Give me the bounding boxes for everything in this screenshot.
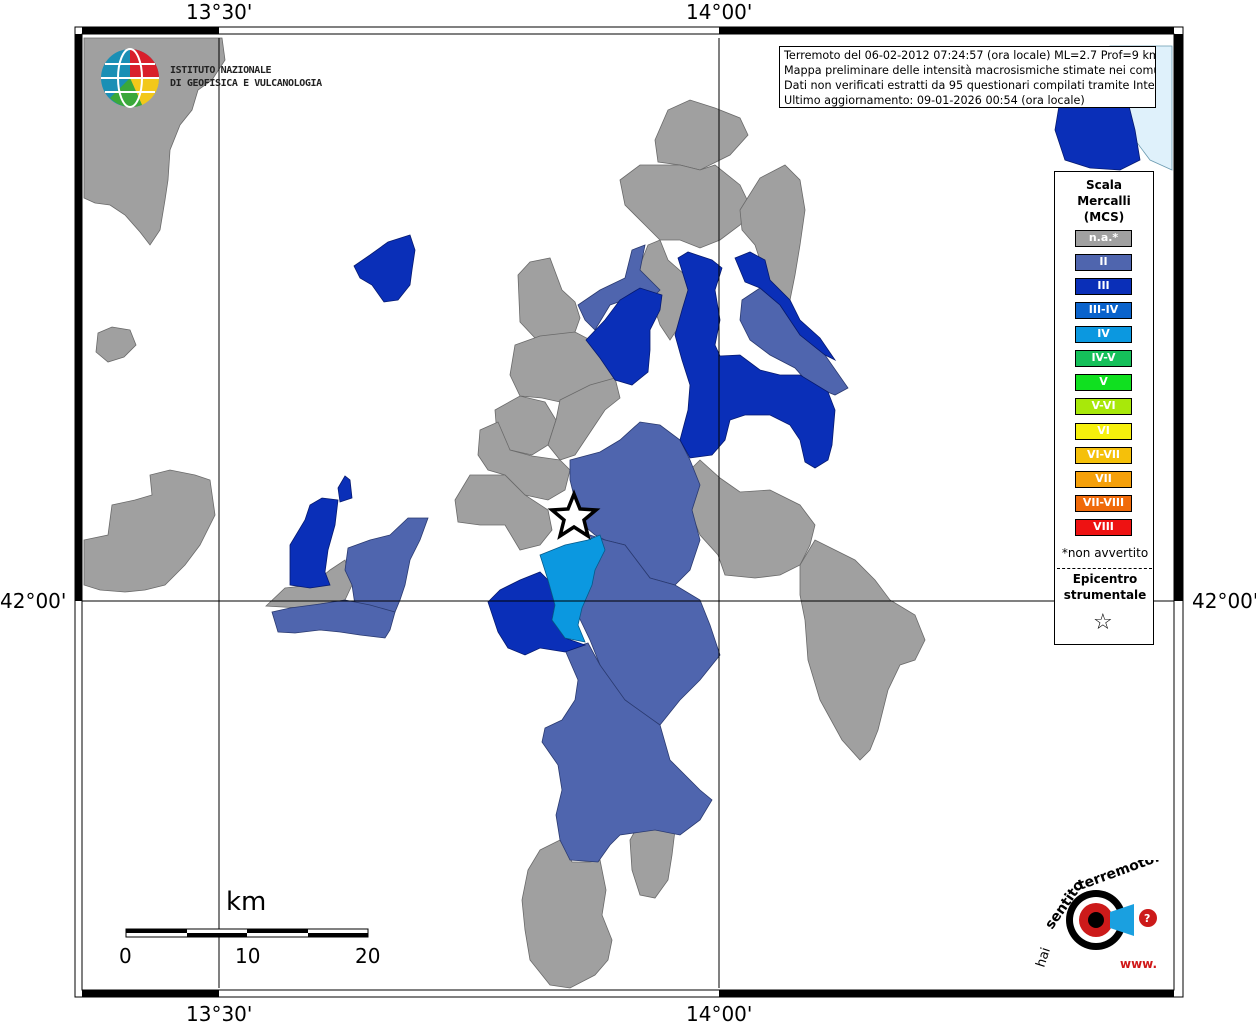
info-line-updated: Ultimo aggiornamento: 09-01-2026 00:54 (… (784, 94, 1085, 107)
legend-item-v-vi: V-VI (1075, 398, 1132, 415)
lat-label-left: 42°00' (0, 589, 67, 613)
legend-item-viii: VIII (1075, 519, 1132, 536)
lon-label-1330-top: 13°30' (186, 0, 253, 24)
ingv-name-line1: ISTITUTO NAZIONALE (170, 65, 272, 76)
legend-note: *non avvertito (1061, 546, 1149, 560)
epicentre-star (547, 489, 601, 540)
municipalities-iii (289, 79, 1141, 656)
event-info-box: Terremoto del 06-02-2012 07:24:57 (ora l… (779, 46, 1156, 108)
scale-tick-20: 20 (355, 944, 381, 968)
svg-text:hai: hai (1034, 946, 1054, 969)
epicentre-title-line2: strumentale (1063, 588, 1147, 602)
epicentre-legend-star-icon: ☆ (1093, 610, 1113, 635)
scale-bar (125, 928, 369, 938)
ingv-name: ISTITUTO NAZIONALE DI GEOFISICA E VULCAN… (170, 64, 322, 90)
municipalities-ii (271, 244, 849, 863)
legend-separator (1057, 568, 1152, 569)
epicentre-title: Epicentro strumentale (1055, 571, 1155, 603)
epicentre-title-line1: Epicentro (1072, 572, 1138, 586)
mcs-legend: Scala Mercalli (MCS) n.a.* II III III-IV… (1054, 171, 1154, 645)
scale-unit: km (226, 887, 267, 917)
lat-label-right: 42°00' (1192, 589, 1256, 613)
legend-item-vi-vii: VI-VII (1075, 447, 1132, 464)
legend-item-iv: IV (1075, 326, 1132, 343)
legend-item-iii: III (1075, 278, 1132, 295)
lon-label-1400-top: 14°00' (686, 0, 753, 24)
legend-item-vi: VI (1075, 423, 1132, 440)
info-line-map: Mappa preliminare delle intensità macros… (784, 64, 1156, 77)
legend-item-vii: VII (1075, 471, 1132, 488)
globe-icon (101, 48, 160, 108)
legend-title-line2: Mercalli (1077, 194, 1131, 208)
svg-text:?: ? (1144, 912, 1150, 925)
graticule (82, 38, 1174, 988)
scale-tick-0: 0 (119, 944, 132, 968)
legend-item-na: n.a.* (1075, 230, 1132, 247)
legend-title-line3: (MCS) (1083, 210, 1125, 224)
legend-title-line1: Scala (1085, 178, 1123, 192)
legend-item-iii-iv: III-IV (1075, 302, 1132, 319)
scale-tick-10: 10 (235, 944, 261, 968)
legend-item-vii-viii: VII-VIII (1075, 495, 1132, 512)
info-line-event: Terremoto del 06-02-2012 07:24:57 (ora l… (784, 49, 1156, 62)
legend-item-ii: II (1075, 254, 1132, 271)
ingv-name-line2: DI GEOFISICA E VULCANOLOGIA (170, 78, 322, 89)
map-frame (74, 26, 1184, 998)
legend-item-iv-v: IV-V (1075, 350, 1132, 367)
ingv-logo (100, 48, 162, 115)
legend-item-v: V (1075, 374, 1132, 391)
municipalities-iv (539, 534, 606, 643)
legend-title: Scala Mercalli (MCS) (1055, 177, 1153, 225)
municipalities-na (83, 37, 926, 989)
svg-text:terremoto.it: terremoto.it (1076, 860, 1160, 894)
lon-label-1400-bottom: 14°00' (686, 1002, 753, 1026)
info-line-data: Dati non verificati estratti da 95 quest… (784, 79, 1156, 92)
lon-label-1330-bottom: 13°30' (186, 1002, 253, 1026)
haisentito-logo: hai sentito terremoto.it www. ? (1034, 860, 1160, 971)
svg-text:www.: www. (1120, 957, 1157, 971)
